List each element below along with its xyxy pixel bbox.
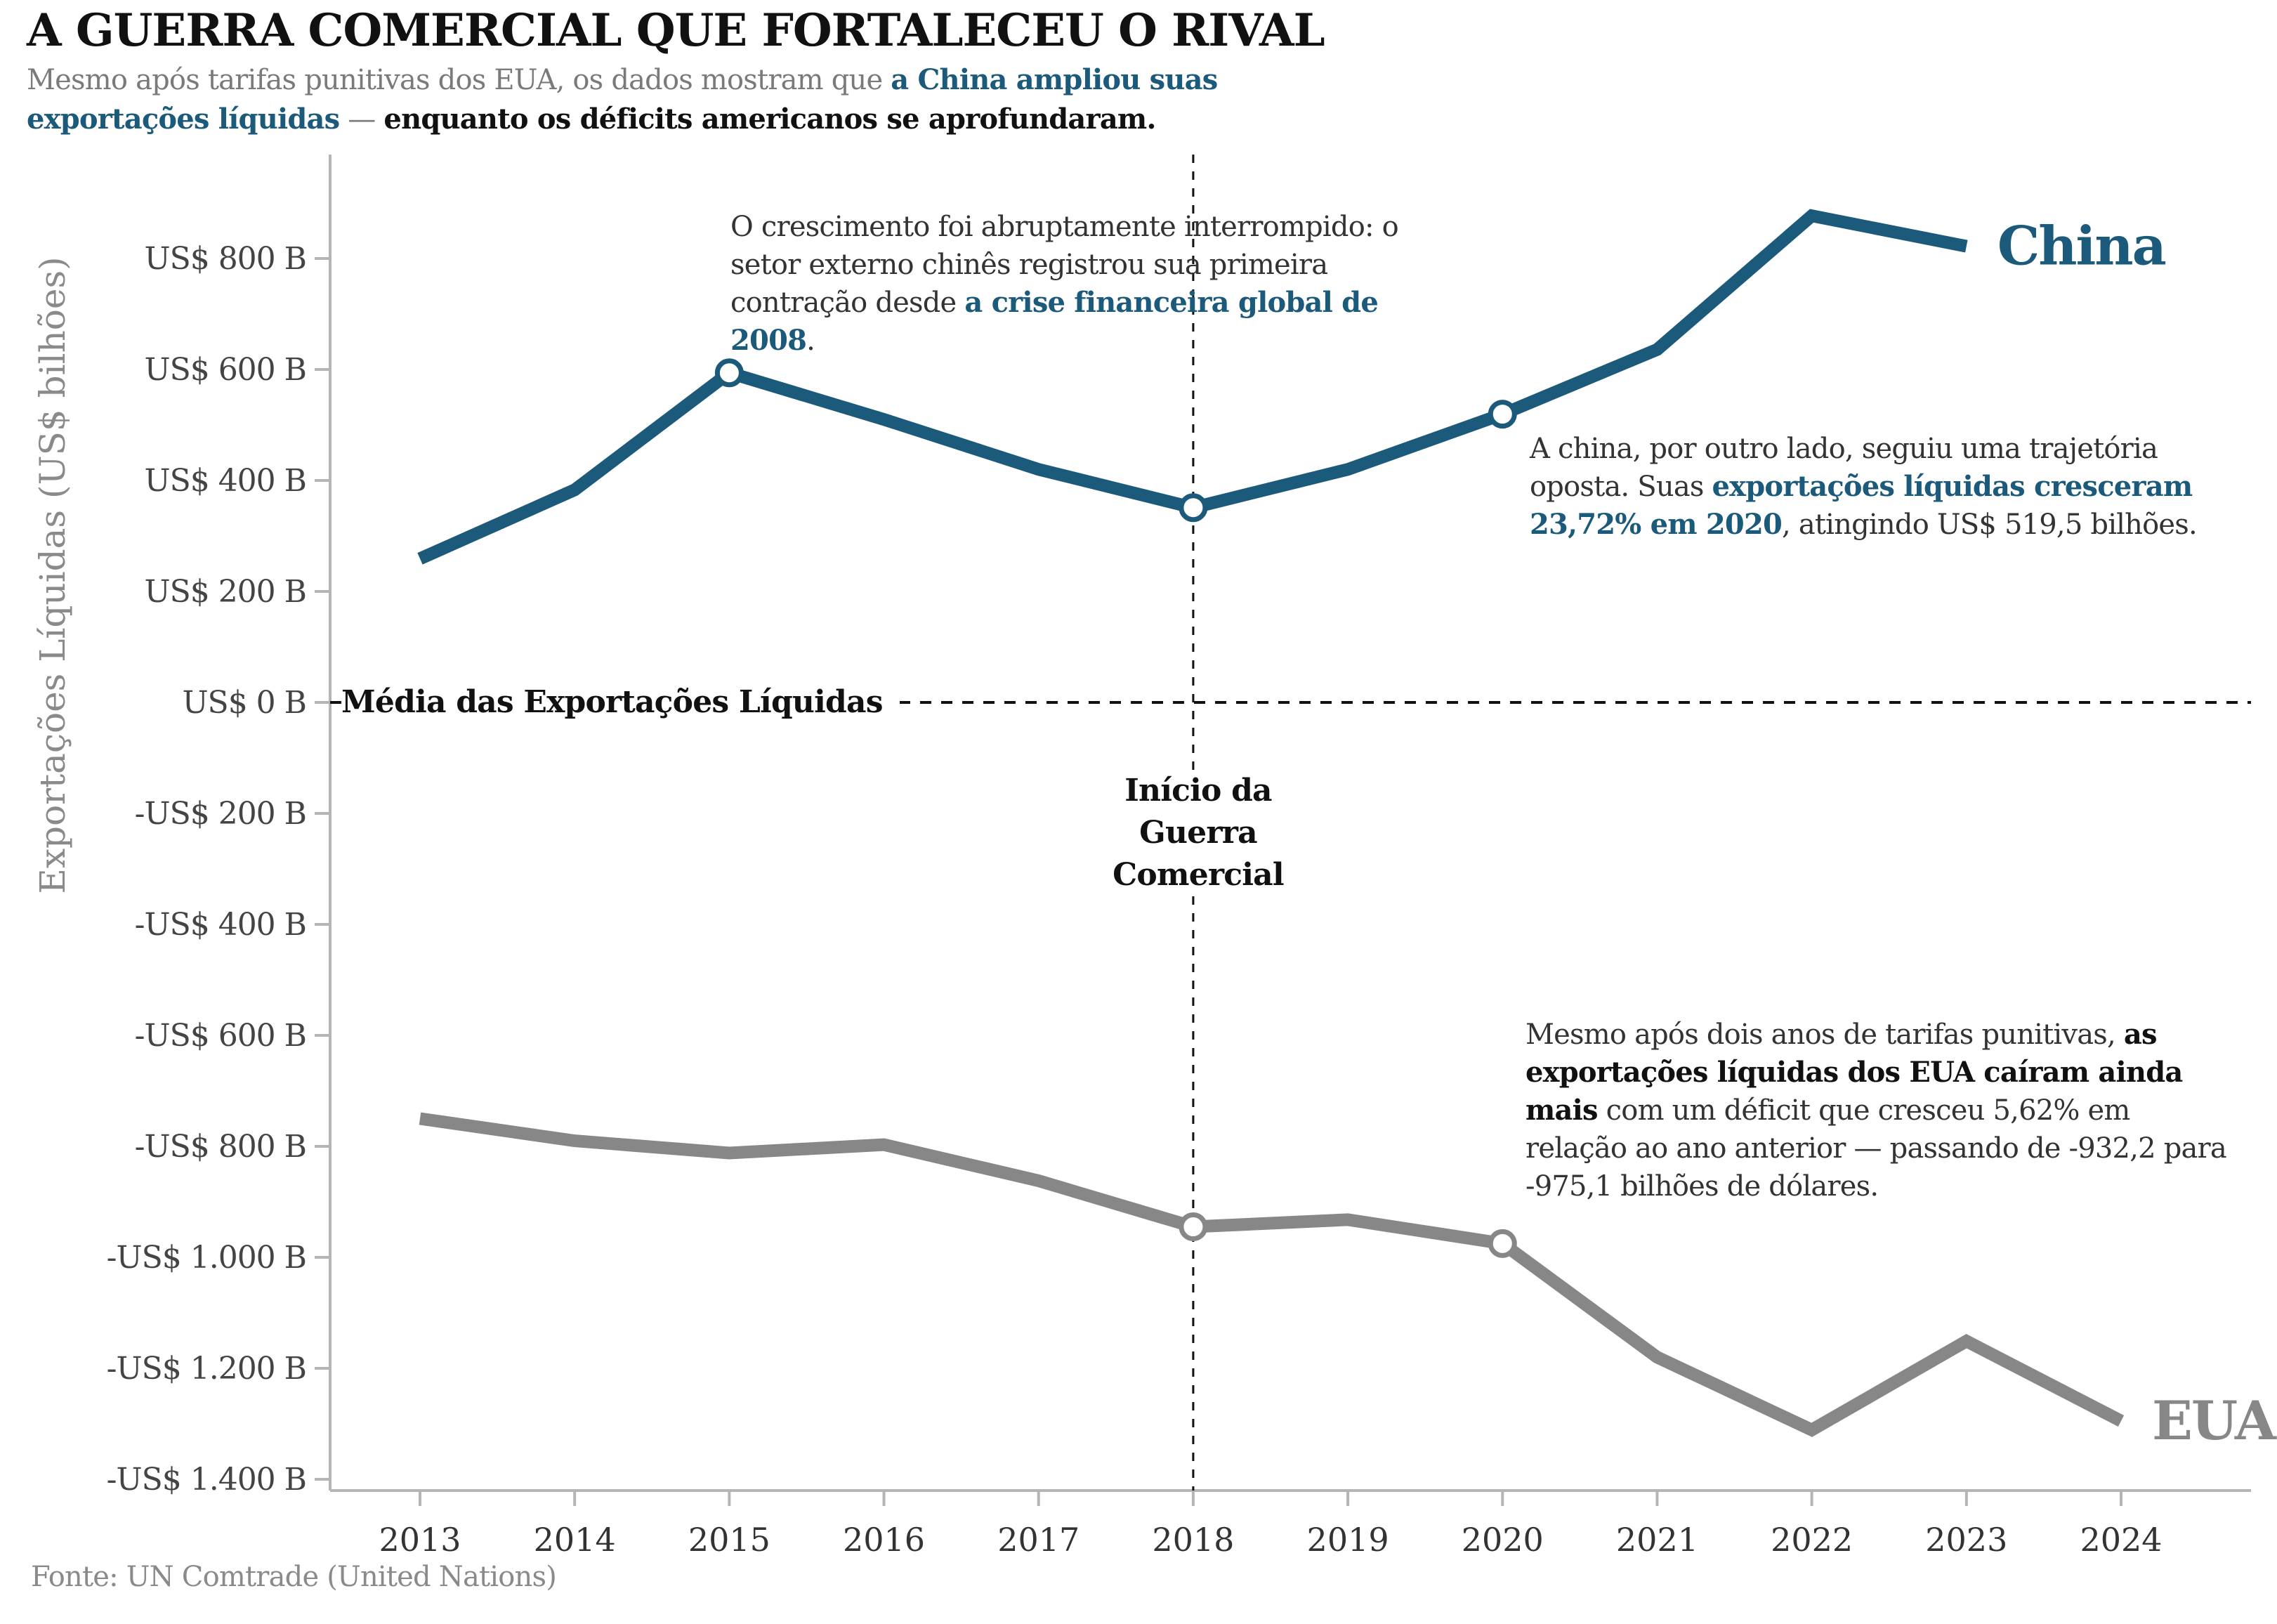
trade-war-label-line2: Guerra Comercial (1113, 815, 1284, 893)
chart-subtitle: Mesmo após tarifas punitivas dos EUA, os… (27, 60, 1235, 139)
x-tick-label: 2019 (1307, 1521, 1389, 1559)
zero-line-label: Média das Exportações Líquidas (341, 681, 900, 723)
y-tick-label: -US$ 1.400 B (107, 1462, 306, 1498)
annotation-china-2020-end: , atingindo US$ 519,5 bilhões. (1782, 509, 2198, 541)
annotation-usa-2020: Mesmo após dois anos de tarifas punitiva… (1525, 1016, 2228, 1205)
x-tick-label: 2022 (1771, 1521, 1853, 1559)
subtitle-part1: Mesmo após tarifas punitivas dos EUA, os… (27, 64, 891, 96)
x-tick-label: 2023 (1925, 1521, 2007, 1559)
annotation-china-2015-end: . (806, 325, 815, 357)
y-tick-label: US$ 800 B (144, 241, 306, 277)
annotation-china-2020: A china, por outro lado, seguiu uma traj… (1530, 430, 2204, 544)
data-point-china-2018 (1179, 493, 1208, 523)
y-tick-label: US$ 200 B (144, 574, 306, 610)
chart-series (417, 209, 2125, 1437)
x-tick-label: 2024 (2080, 1521, 2162, 1559)
x-tick-label: 2017 (997, 1521, 1080, 1559)
subtitle-highlight-china: a China ampliou suas exportações líquida… (27, 63, 1218, 136)
series-label-eua: EUA (2152, 1389, 2277, 1452)
data-point-eua-2018 (1179, 1212, 1208, 1242)
annotation-usa-2020-highlight: as exportações líquidas dos EUA caíram a… (1525, 1018, 2183, 1127)
x-tick-label: 2016 (843, 1521, 925, 1559)
chart-axes: US$ 800 B US$ 600 B US$ 400 B US$ 200 B US$ … (32, 155, 2251, 1559)
y-axis-title: Exportações Líquidas (US$ bilhões) (32, 256, 73, 893)
annotation-china-2020-highlight: exportações líquidas cresceram 23,72% em… (1530, 470, 2193, 541)
annotation-china-2020-text: A china, por outro lado, seguiu uma traj… (1530, 433, 2158, 503)
data-point-china-2020 (1488, 400, 1517, 429)
annotation-china-2015: O crescimento foi abruptamente interromp… (730, 208, 1461, 360)
y-tick-label: US$ 400 B (144, 463, 306, 499)
trade-war-label-line1: Início da (1124, 773, 1272, 808)
chart-labels: China EUA (1997, 215, 2277, 1452)
trade-war-label: Início da Guerra Comercial (1054, 770, 1343, 896)
y-tick-label: -US$ 400 B (135, 907, 306, 943)
x-tick-label: 2015 (688, 1521, 770, 1559)
x-tick-label: 2014 (534, 1521, 616, 1559)
annotation-usa-2020-end: com um déficit que cresceu 5,62% em rela… (1525, 1094, 2227, 1203)
y-tick-label: -US$ 1.000 B (107, 1240, 306, 1276)
subtitle-highlight-usa: enquanto os déficits americanos se aprof… (383, 103, 1156, 136)
chart-title: A GUERRA COMERCIAL QUE FORTALECEU O RIVA… (27, 4, 1325, 57)
subtitle-dash: — (339, 103, 384, 136)
y-tick-label: -US$ 800 B (135, 1129, 306, 1165)
x-tick-label: 2013 (379, 1521, 461, 1559)
y-tick-label: -US$ 1.200 B (107, 1351, 306, 1387)
annotation-usa-2020-text: Mesmo após dois anos de tarifas punitiva… (1525, 1019, 2124, 1051)
y-tick-label: -US$ 200 B (135, 796, 306, 832)
series-line-eua (419, 1112, 2125, 1437)
y-tick-label: US$ 0 B (182, 685, 306, 721)
data-point-china-2015 (714, 358, 744, 388)
y-tick-label: US$ 600 B (144, 352, 306, 388)
y-tick-label: -US$ 600 B (135, 1018, 306, 1054)
x-tick-label: 2020 (1462, 1521, 1544, 1559)
source-note: Fonte: UN Comtrade (United Nations) (31, 1561, 557, 1593)
series-label-china: China (1997, 215, 2166, 277)
data-point-eua-2020 (1488, 1229, 1517, 1258)
x-tick-label: 2021 (1616, 1521, 1698, 1559)
x-tick-label: 2018 (1152, 1521, 1234, 1559)
annotation-china-2015-text: O crescimento foi abruptamente interromp… (730, 211, 1399, 319)
annotation-china-2015-highlight: a crise financeira global de 2008 (730, 286, 1379, 357)
